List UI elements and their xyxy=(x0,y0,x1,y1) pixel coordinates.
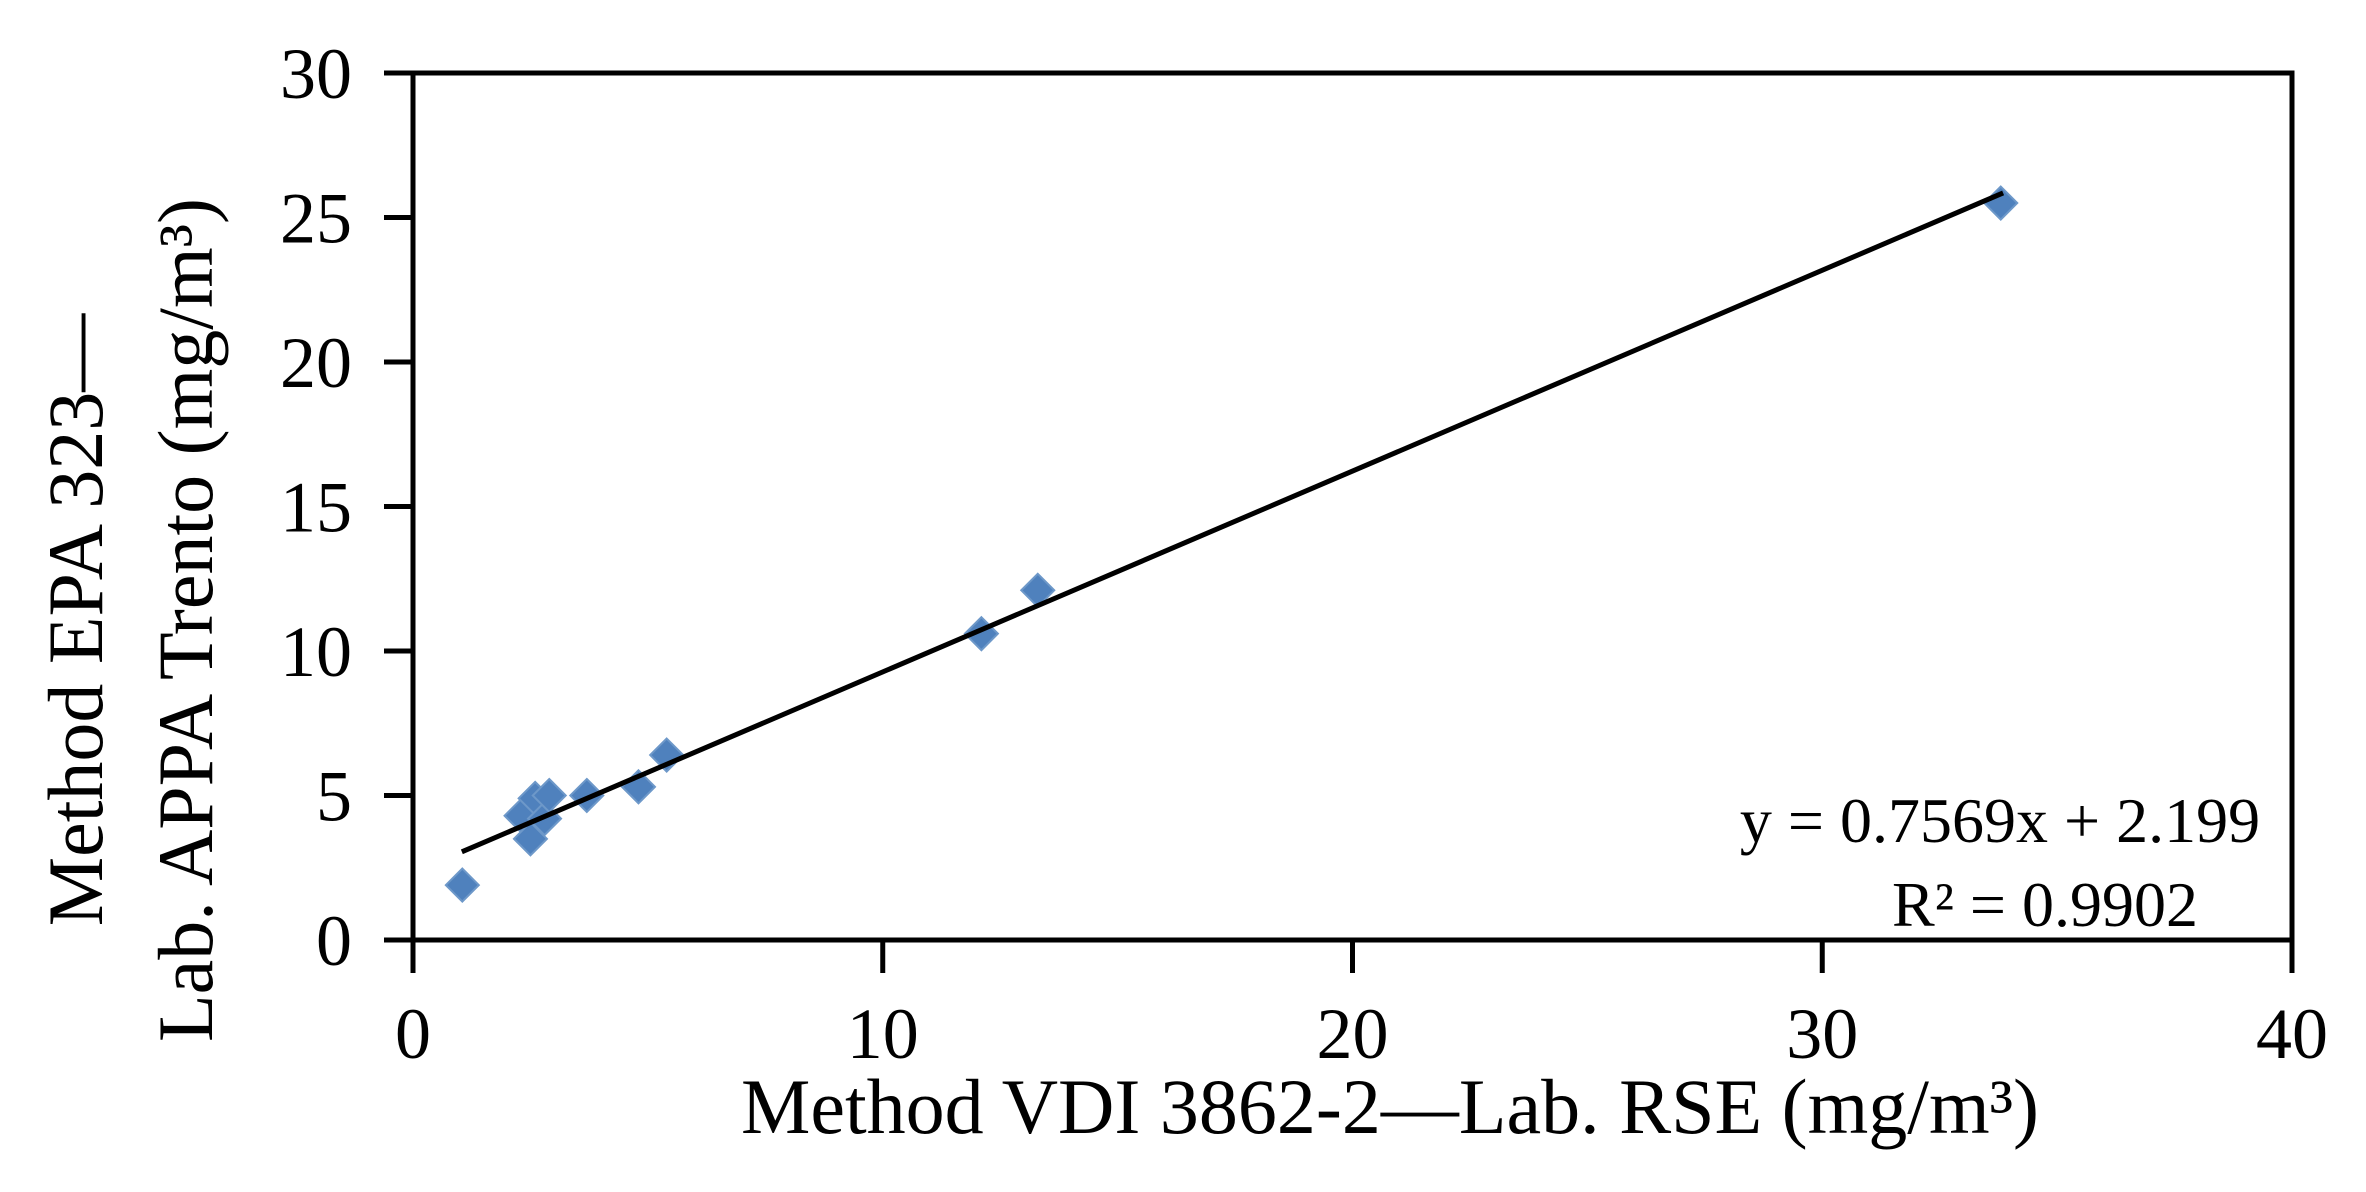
x-tick-label: 20 xyxy=(1317,994,1389,1074)
data-points xyxy=(444,185,2019,904)
y-tick-label: 15 xyxy=(280,468,352,548)
data-point-diamond xyxy=(568,777,605,814)
axis-ticks: 0 10 20 30 40 0 5 10 15 20 25 30 xyxy=(280,34,2328,1074)
data-point-diamond xyxy=(444,867,481,904)
x-tick-label: 0 xyxy=(395,994,431,1074)
data-point-diamond xyxy=(963,615,1000,652)
trend-line xyxy=(460,190,2005,855)
x-tick-label: 40 xyxy=(2256,994,2328,1074)
equation-annotation: y = 0.7569x + 2.199 xyxy=(1740,785,2260,856)
x-tick-label: 10 xyxy=(847,994,919,1074)
y-tick-label: 5 xyxy=(316,757,352,837)
x-tick-label: 30 xyxy=(1786,994,1858,1074)
y-tick-label: 30 xyxy=(280,34,352,114)
y-tick-label: 20 xyxy=(280,323,352,403)
y-tick-label: 25 xyxy=(280,179,352,259)
y-tick-label: 0 xyxy=(316,901,352,981)
x-axis-title: Method VDI 3862-2—Lab. RSE (mg/m³) xyxy=(741,1063,2039,1150)
y-tick-label: 10 xyxy=(280,612,352,692)
r-squared-annotation: R² = 0.9902 xyxy=(1892,869,2198,940)
y-axis-title-line2: Lab. APPA Trento (mg/m³) xyxy=(142,198,229,1042)
y-axis-title-line1: Method EPA 323— xyxy=(32,313,119,927)
